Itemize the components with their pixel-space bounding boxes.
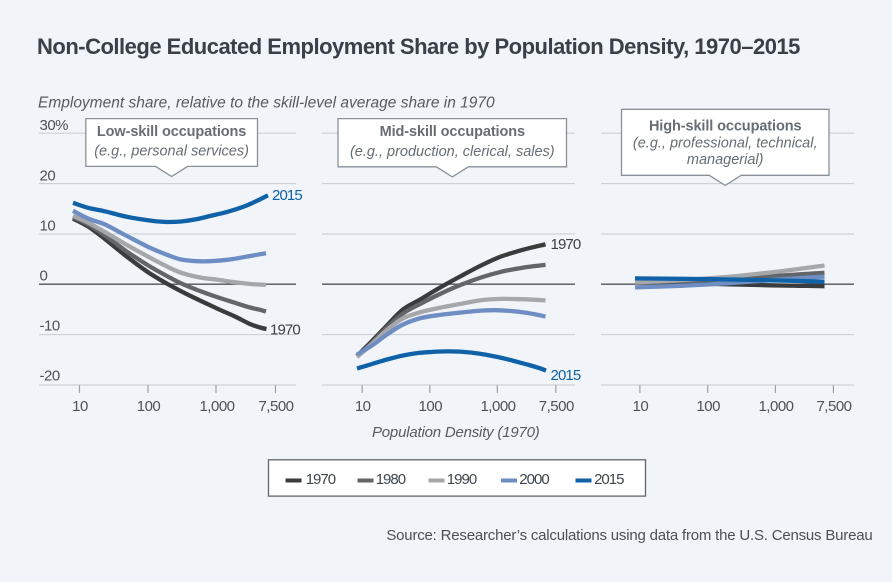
svg-text:0: 0 [40,268,48,285]
svg-text:Source: Researcher’s calculati: Source: Researcher’s calculations using … [386,527,872,544]
svg-text:7,500: 7,500 [539,398,574,415]
svg-text:10: 10 [72,398,88,415]
svg-text:(e.g., personal services): (e.g., personal services) [94,143,249,159]
svg-text:managerial): managerial) [687,152,764,168]
svg-text:100: 100 [419,398,443,415]
svg-text:2015: 2015 [272,187,302,204]
svg-text:2000: 2000 [519,471,549,488]
svg-text:1,000: 1,000 [199,398,234,415]
svg-text:1970: 1970 [270,322,300,339]
svg-text:-10: -10 [40,318,60,335]
svg-text:Employment share, relative to: Employment share, relative to the skill-… [38,95,495,112]
svg-text:Low-skill occupations: Low-skill occupations [97,124,246,140]
svg-text:1990: 1990 [447,471,477,488]
svg-text:-20: -20 [40,367,60,384]
svg-text:100: 100 [696,398,720,415]
svg-text:(e.g., professional, technical: (e.g., professional, technical, [633,135,818,151]
svg-text:10: 10 [633,398,649,415]
svg-text:Non-College Educated Employmen: Non-College Educated Employment Share by… [37,34,800,59]
svg-text:1,000: 1,000 [480,398,515,415]
svg-text:7,500: 7,500 [816,398,851,415]
svg-text:20: 20 [40,167,56,184]
svg-text:1970: 1970 [551,236,581,253]
svg-text:10: 10 [355,398,371,415]
svg-text:High-skill occupations: High-skill occupations [649,118,802,134]
svg-text:1970: 1970 [306,471,336,488]
svg-text:(e.g., production, clerical, s: (e.g., production, clerical, sales) [350,144,555,160]
svg-text:7,500: 7,500 [258,398,293,415]
svg-text:30%: 30% [40,117,69,134]
svg-text:100: 100 [137,398,161,415]
svg-text:2015: 2015 [551,367,581,384]
svg-text:Population Density (1970): Population Density (1970) [372,424,540,441]
svg-text:1980: 1980 [376,471,406,488]
svg-text:2015: 2015 [594,471,624,488]
svg-text:1,000: 1,000 [758,398,793,415]
svg-text:10: 10 [40,218,56,235]
svg-text:Mid-skill occupations: Mid-skill occupations [380,124,525,140]
